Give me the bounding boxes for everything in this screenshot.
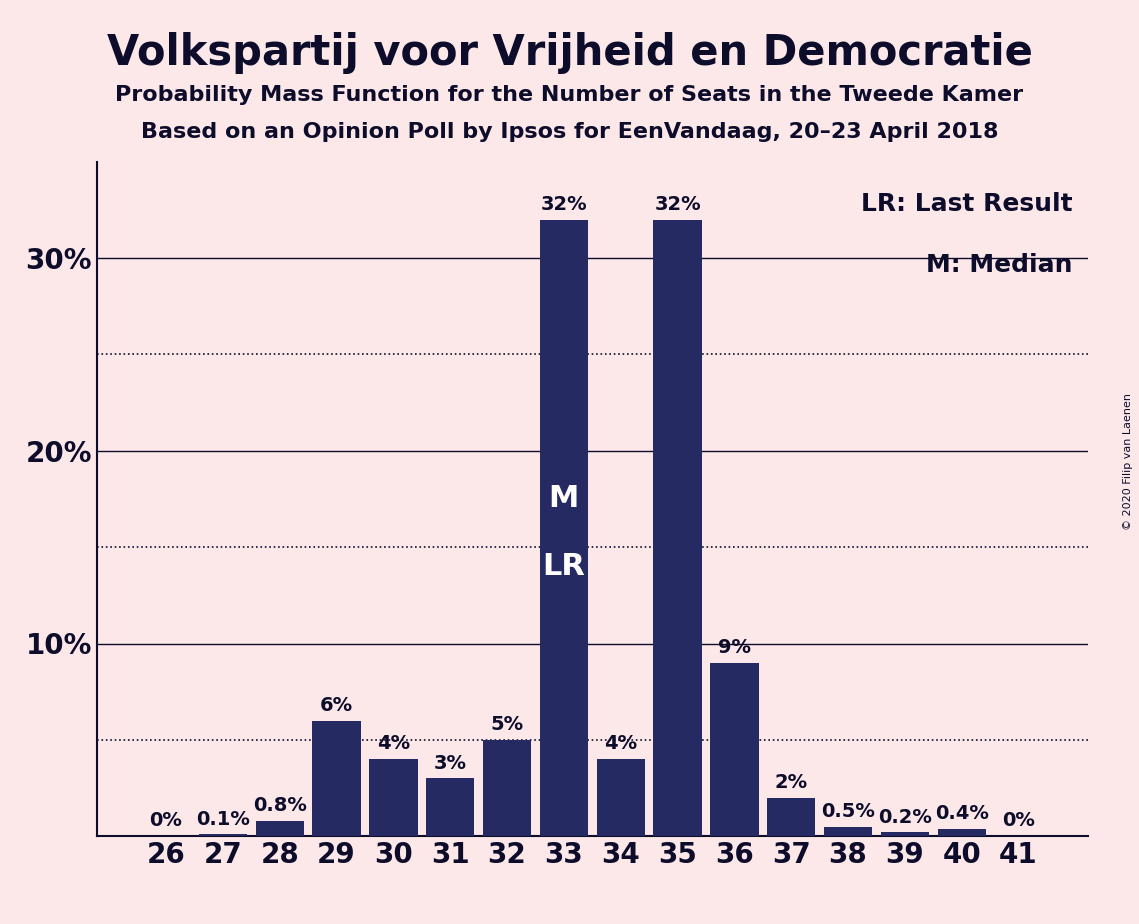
Text: 0.4%: 0.4% [935, 804, 989, 822]
Text: 32%: 32% [654, 195, 700, 213]
Text: 2%: 2% [775, 772, 808, 792]
Text: 0.2%: 0.2% [878, 808, 932, 827]
Bar [540, 220, 588, 836]
Text: 0%: 0% [1002, 811, 1035, 831]
Text: 3%: 3% [434, 754, 467, 772]
Text: 4%: 4% [604, 735, 637, 753]
Text: © 2020 Filip van Laenen: © 2020 Filip van Laenen [1123, 394, 1133, 530]
Bar [767, 797, 816, 836]
Text: 32%: 32% [541, 195, 588, 213]
Text: 0.8%: 0.8% [253, 796, 306, 815]
Text: 0%: 0% [149, 811, 182, 831]
Bar [654, 220, 702, 836]
Bar [426, 778, 474, 836]
Text: 0.1%: 0.1% [196, 809, 249, 829]
Bar [369, 760, 418, 836]
Bar [823, 827, 872, 836]
Text: LR: Last Result: LR: Last Result [861, 192, 1073, 216]
Bar [880, 833, 929, 836]
Bar [937, 829, 986, 836]
Text: Volkspartij voor Vrijheid en Democratie: Volkspartij voor Vrijheid en Democratie [107, 32, 1032, 74]
Text: 9%: 9% [718, 638, 751, 657]
Text: 6%: 6% [320, 696, 353, 715]
Text: 0.5%: 0.5% [821, 802, 875, 821]
Text: M: M [549, 484, 579, 514]
Text: Based on an Opinion Poll by Ipsos for EenVandaag, 20–23 April 2018: Based on an Opinion Poll by Ipsos for Ee… [141, 122, 998, 142]
Text: 4%: 4% [377, 735, 410, 753]
Bar [483, 740, 531, 836]
Text: Probability Mass Function for the Number of Seats in the Tweede Kamer: Probability Mass Function for the Number… [115, 85, 1024, 105]
Text: M: Median: M: Median [926, 253, 1073, 277]
Bar [198, 834, 247, 836]
Bar [597, 760, 645, 836]
Bar [255, 821, 304, 836]
Bar [312, 721, 361, 836]
Bar [711, 663, 759, 836]
Text: LR: LR [542, 552, 585, 581]
Text: 5%: 5% [491, 715, 524, 734]
